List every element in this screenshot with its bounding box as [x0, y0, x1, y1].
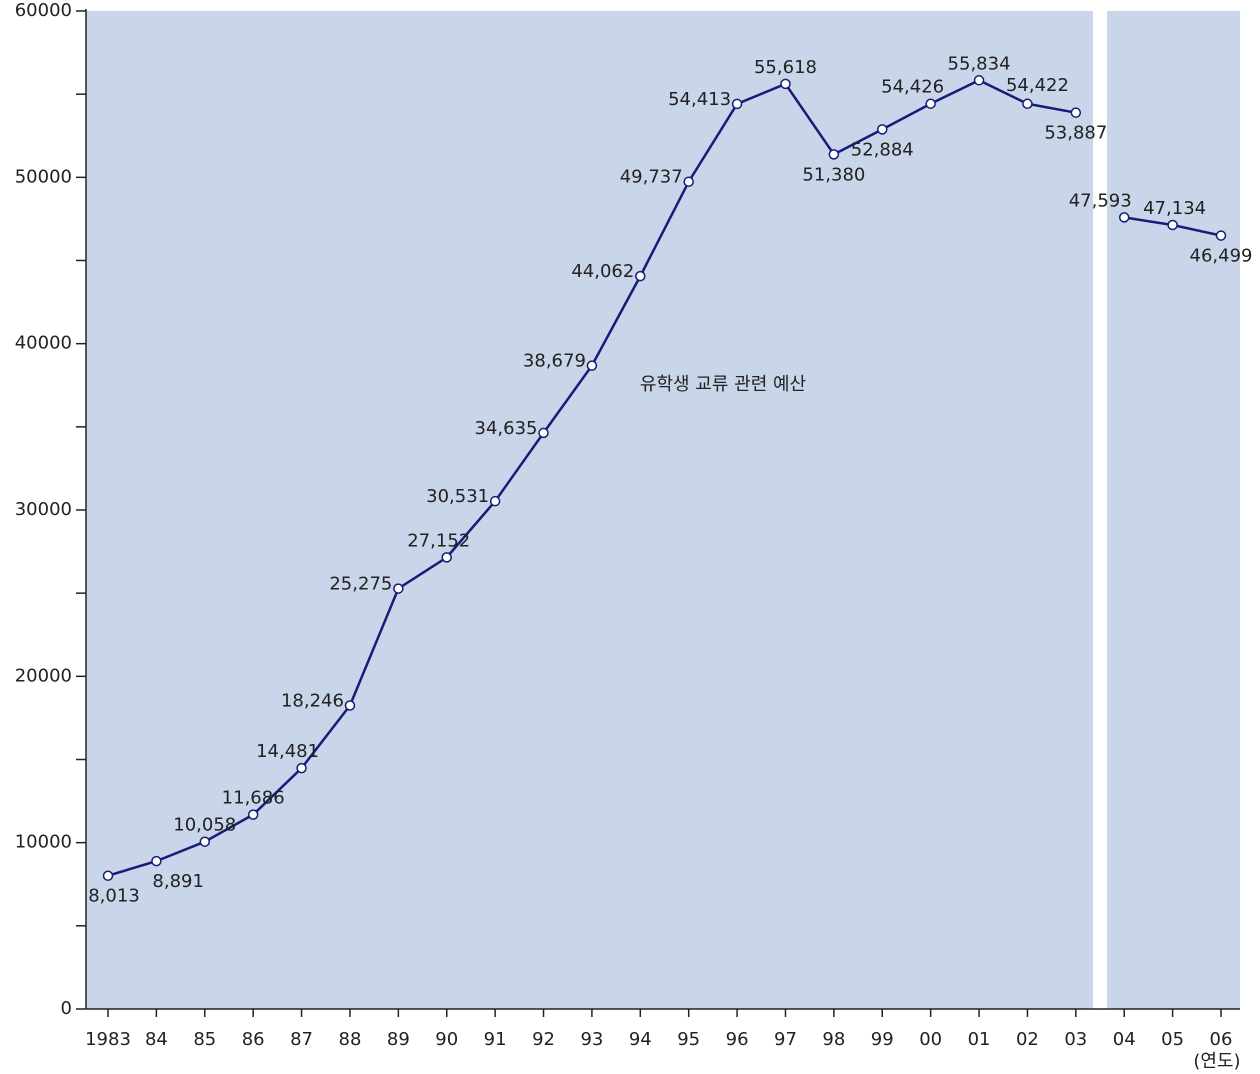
- data-point: [102, 870, 114, 881]
- x-tick-label: 1983: [85, 1029, 131, 1050]
- data-point: [828, 149, 840, 160]
- x-tick-label: 87: [290, 1029, 313, 1050]
- data-point: [1215, 230, 1227, 241]
- data-label: 47,134: [1143, 198, 1206, 219]
- y-tick-label: 40000: [15, 333, 72, 354]
- data-label: 44,062: [571, 261, 634, 282]
- data-point: [1070, 107, 1082, 118]
- data-point: [877, 124, 888, 135]
- x-tick-label: 86: [242, 1029, 265, 1050]
- data-point: [247, 809, 259, 820]
- data-label: 51,380: [802, 164, 865, 185]
- y-tick-label: 30000: [15, 499, 72, 520]
- x-tick-label: 91: [484, 1029, 507, 1050]
- x-tick-label: 84: [145, 1029, 168, 1050]
- series-annotation: 유학생 교류 관련 예산: [640, 374, 806, 395]
- x-tick-label: 05: [1161, 1029, 1184, 1050]
- plot-background: [86, 11, 1094, 1009]
- data-label: 18,246: [281, 691, 344, 712]
- data-label: 38,679: [523, 351, 586, 372]
- data-point: [635, 270, 646, 282]
- x-tick-label: 99: [871, 1029, 894, 1050]
- data-point: [489, 495, 501, 507]
- x-tick-label: 96: [726, 1029, 749, 1050]
- x-tick-label: 98: [822, 1029, 845, 1050]
- data-point: [925, 98, 936, 109]
- x-tick-label: 89: [387, 1029, 410, 1050]
- x-tick-label: 95: [677, 1029, 700, 1050]
- x-tick-label: 06: [1210, 1029, 1233, 1050]
- data-label: 27,152: [407, 530, 470, 551]
- data-label: 11,686: [222, 788, 285, 809]
- data-label: 10,058: [173, 815, 236, 836]
- x-tick-label: 85: [193, 1029, 216, 1050]
- data-label: 47,593: [1069, 190, 1132, 211]
- data-point: [441, 552, 452, 563]
- data-point: [296, 762, 307, 774]
- data-point: [731, 98, 743, 110]
- x-tick-label: 92: [532, 1029, 555, 1050]
- x-tick-label: 03: [1064, 1029, 1087, 1050]
- x-tick-label: 01: [968, 1029, 991, 1050]
- x-tick-label: 90: [435, 1029, 458, 1050]
- data-label: 52,884: [851, 139, 914, 160]
- data-point: [393, 583, 404, 594]
- x-axis-label: (연도): [1193, 1051, 1240, 1072]
- data-point: [1118, 212, 1130, 223]
- x-tick-label: 94: [629, 1029, 652, 1050]
- data-label: 49,737: [620, 167, 683, 188]
- y-tick-label: 20000: [15, 665, 72, 686]
- data-label: 25,275: [329, 574, 392, 595]
- x-tick-label: 97: [774, 1029, 797, 1050]
- data-label: 54,413: [668, 89, 731, 110]
- data-label: 53,887: [1044, 123, 1107, 144]
- data-point: [1022, 98, 1033, 110]
- data-point: [538, 427, 549, 439]
- y-tick-label: 0: [61, 998, 72, 1019]
- data-label: 46,499: [1190, 246, 1253, 267]
- data-point: [199, 836, 211, 847]
- x-tick-label: 88: [339, 1029, 362, 1050]
- data-label: 55,834: [948, 53, 1011, 74]
- data-point: [973, 75, 985, 86]
- y-tick-label: 10000: [15, 832, 72, 853]
- data-label: 55,618: [754, 57, 817, 78]
- data-point: [780, 78, 791, 90]
- data-point: [151, 855, 162, 867]
- data-label: 8,013: [88, 886, 140, 907]
- data-label: 54,426: [881, 77, 944, 98]
- x-tick-label: 02: [1016, 1029, 1039, 1050]
- data-label: 34,635: [475, 418, 538, 439]
- plot-background: [1107, 11, 1240, 1009]
- y-tick-label: 60000: [15, 0, 72, 21]
- y-tick-label: 50000: [15, 166, 72, 187]
- data-label: 14,481: [256, 741, 319, 762]
- data-label: 30,531: [426, 486, 489, 507]
- data-label: 8,891: [152, 871, 204, 892]
- data-label: 54,422: [1006, 75, 1069, 96]
- x-tick-label: 93: [580, 1029, 603, 1050]
- x-tick-label: 04: [1113, 1029, 1136, 1050]
- data-point: [1167, 219, 1178, 231]
- data-point: [683, 176, 694, 187]
- data-point: [586, 360, 598, 371]
- x-tick-label: 00: [919, 1029, 942, 1050]
- data-point: [344, 700, 356, 711]
